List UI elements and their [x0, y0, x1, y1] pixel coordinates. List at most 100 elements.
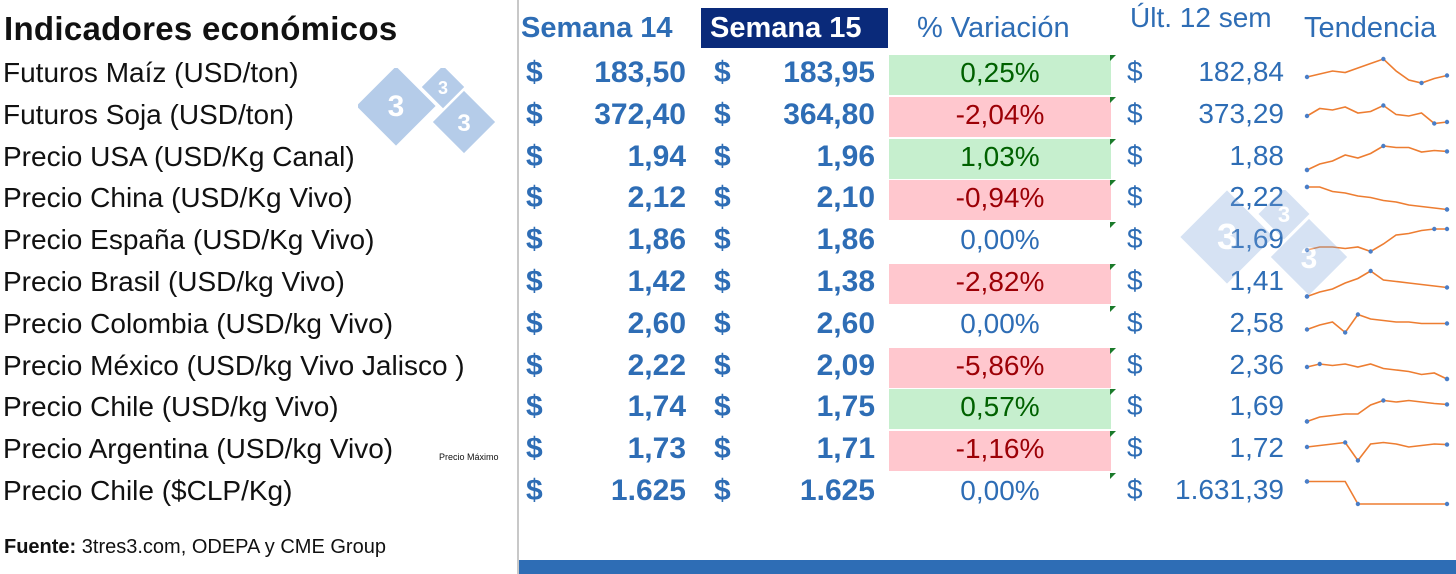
sparkline-path: [1306, 58, 1448, 84]
sparkline-marker: [1304, 364, 1310, 369]
svg-text:3: 3: [1278, 202, 1290, 227]
svg-text:3: 3: [457, 110, 470, 137]
value-week14: 1,94: [627, 139, 686, 173]
sparkline-marker: [1444, 402, 1450, 407]
table-row: Precio Colombia (USD/kg Vivo) $2,60 $2,60 0…: [0, 305, 1456, 347]
value-week15: 1,96: [816, 139, 875, 173]
value-last12: 2,22: [1229, 181, 1285, 213]
value-last12: 182,84: [1198, 56, 1284, 87]
value-week14: 1,42: [627, 265, 686, 298]
cell-comment-marker: [1110, 138, 1116, 145]
currency-symbol: $: [714, 56, 731, 89]
indicator-note: Precio Máximo: [439, 452, 499, 463]
sparkline-marker: [1342, 440, 1348, 445]
variation-cell: -2,82%: [889, 264, 1111, 304]
sparkline-marker: [1368, 249, 1373, 254]
variation-value: 0,00%: [960, 475, 1040, 506]
indicator-label: Precio China (USD/Kg Vivo): [3, 182, 353, 214]
sparkline-path: [1306, 400, 1448, 423]
currency-symbol: $: [714, 390, 731, 424]
sparkline-marker: [1381, 56, 1386, 62]
table-row: Precio Brasil (USD/kg Vivo) $1,42 $1,38 -2,…: [0, 263, 1456, 305]
sparkline-marker: [1304, 185, 1310, 190]
sparkline-marker: [1304, 294, 1310, 299]
currency-symbol: $: [714, 223, 731, 257]
indicator-label: Futuros Maíz (USD/ton): [3, 57, 299, 88]
currency-symbol: $: [1127, 56, 1143, 87]
variation-value: -5,86%: [955, 349, 1045, 381]
currency-symbol: $: [1127, 306, 1143, 338]
currency-symbol: $: [1127, 97, 1143, 129]
variation-cell: 0,57%: [889, 389, 1111, 430]
trend-sparkline: [1304, 398, 1450, 425]
table-row: Precio China (USD/Kg Vivo) $2,12 $2,10 -0,9…: [0, 179, 1456, 221]
sparkline-marker: [1355, 458, 1361, 463]
variation-value: -0,94%: [955, 182, 1045, 214]
value-week14: 2,22: [627, 348, 686, 382]
cell-comment-marker: [1110, 222, 1116, 229]
variation-cell: -0,94%: [889, 180, 1111, 221]
value-week15: 1,86: [816, 223, 875, 257]
header-week14: Semana 14: [521, 12, 673, 44]
trend-sparkline: [1304, 268, 1450, 299]
value-last12: 1,88: [1229, 139, 1285, 171]
variation-value: 0,57%: [960, 391, 1040, 423]
trend-sparkline: [1304, 479, 1450, 507]
sparkline-marker: [1444, 501, 1450, 507]
currency-symbol: $: [526, 56, 543, 89]
cell-comment-marker: [1110, 96, 1116, 103]
sparkline-marker: [1317, 361, 1322, 366]
value-last12: 1,41: [1229, 265, 1285, 296]
sparkline-path: [1307, 186, 1448, 211]
currency-symbol: $: [1127, 139, 1143, 171]
value-last12: 2,58: [1229, 306, 1285, 338]
value-last12: 1,69: [1150, 223, 1285, 255]
variation-value: -1,16%: [955, 433, 1045, 465]
watermark-logo-large: 3 3 3: [1180, 190, 1348, 296]
watermark-logo: 3 3 3: [358, 68, 496, 154]
currency-symbol: $: [714, 97, 731, 131]
variation-cell: 0,00%: [889, 306, 1111, 346]
currency-symbol: $: [714, 474, 731, 507]
value-week15: 1,75: [816, 390, 875, 424]
variation-cell: -5,86%: [889, 347, 1111, 388]
currency-symbol: $: [714, 348, 731, 382]
value-last12: 2,36: [1229, 348, 1285, 380]
svg-text:3: 3: [388, 90, 405, 123]
sparkline-path: [1306, 313, 1447, 334]
variation-value: 0,00%: [960, 224, 1040, 256]
header-week15: Semana 15: [710, 12, 862, 44]
value-last12: 1,72: [1229, 432, 1285, 464]
sparkline-marker: [1304, 113, 1310, 118]
sparkline-marker: [1444, 376, 1450, 381]
cell-comment-marker: [1110, 305, 1116, 312]
source-note: Fuente: 3tres3.com, ODEPA y CME Group: [4, 536, 386, 559]
variation-cell: -2,04%: [889, 96, 1111, 137]
sparkline-marker: [1444, 207, 1450, 213]
cell-comment-marker: [1110, 347, 1116, 354]
currency-symbol: $: [1127, 181, 1143, 213]
cell-comment-marker: [1110, 180, 1116, 187]
sparkline-marker: [1304, 327, 1310, 332]
variation-value: -2,04%: [955, 98, 1045, 130]
sparkline-marker: [1304, 479, 1310, 484]
value-week14: 1,74: [627, 390, 686, 424]
table-row: Precio Chile (USD/kg Vivo) $1,74 $1,75 0,57…: [0, 388, 1456, 430]
table-row: Precio México (USD/kg Vivo Jalisco ) $2,2…: [0, 347, 1456, 389]
variation-value: 1,03%: [960, 140, 1040, 172]
sparkline-marker: [1304, 419, 1310, 425]
sparkline-marker: [1381, 103, 1386, 108]
sparkline-path: [1306, 441, 1448, 463]
table-row: Precio USA (USD/Kg Canal) $1,94 $1,96 1,03%…: [0, 138, 1456, 180]
currency-symbol: $: [526, 223, 543, 257]
table-row: Futuros Soja (USD/ton) $372,40 $364,80 -2,0…: [0, 96, 1456, 138]
sparkline-marker: [1342, 330, 1348, 335]
currency-symbol: $: [1127, 348, 1143, 380]
sparkline-marker: [1432, 121, 1437, 126]
value-week14: 1,86: [627, 223, 686, 257]
sparkline-marker: [1444, 119, 1450, 124]
variation-value: 0,00%: [960, 307, 1040, 339]
sparkline-marker: [1444, 148, 1450, 154]
currency-symbol: $: [1127, 265, 1143, 296]
sparkline-marker: [1304, 167, 1310, 172]
